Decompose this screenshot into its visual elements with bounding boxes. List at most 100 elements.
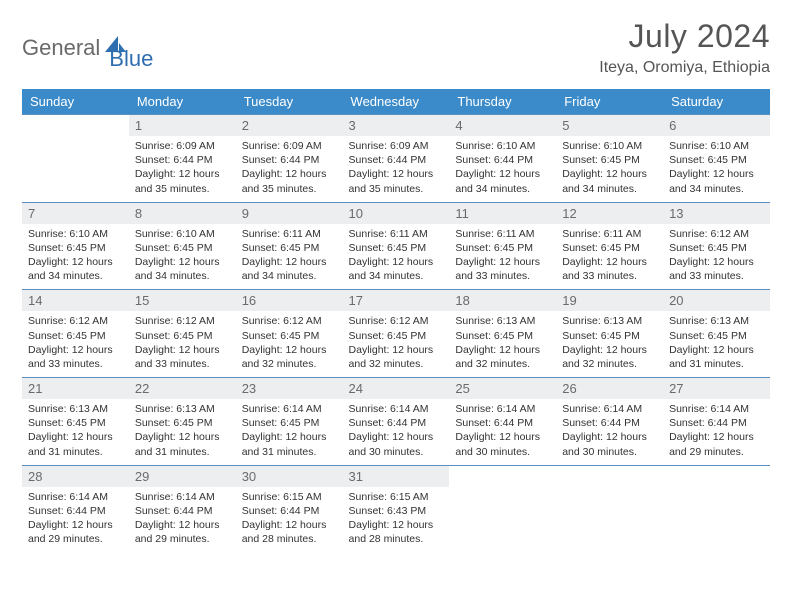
day-details: Sunrise: 6:14 AMSunset: 6:44 PMDaylight:…: [343, 399, 450, 465]
day-details: Sunrise: 6:14 AMSunset: 6:44 PMDaylight:…: [129, 487, 236, 553]
day-cell: 9Sunrise: 6:11 AMSunset: 6:45 PMDaylight…: [236, 202, 343, 290]
day-cell: 26Sunrise: 6:14 AMSunset: 6:44 PMDayligh…: [556, 378, 663, 466]
day-number: 16: [236, 290, 343, 311]
week-row: 21Sunrise: 6:13 AMSunset: 6:45 PMDayligh…: [22, 378, 770, 466]
sunrise-line: Sunrise: 6:09 AM: [349, 139, 444, 153]
day-number: 26: [556, 378, 663, 399]
day-number: 6: [663, 115, 770, 136]
day-number: 27: [663, 378, 770, 399]
brand-logo: General Blue: [22, 24, 153, 72]
sunset-line: Sunset: 6:45 PM: [669, 329, 764, 343]
sunrise-line: Sunrise: 6:09 AM: [135, 139, 230, 153]
day-cell: [22, 115, 129, 203]
day-details: Sunrise: 6:14 AMSunset: 6:44 PMDaylight:…: [22, 487, 129, 553]
calendar-body: 1Sunrise: 6:09 AMSunset: 6:44 PMDaylight…: [22, 115, 770, 553]
sunrise-line: Sunrise: 6:13 AM: [135, 402, 230, 416]
day-number: 1: [129, 115, 236, 136]
dow-monday: Monday: [129, 89, 236, 115]
day-details: Sunrise: 6:12 AMSunset: 6:45 PMDaylight:…: [22, 311, 129, 377]
daylight-line: Daylight: 12 hours and 28 minutes.: [242, 518, 337, 546]
daylight-line: Daylight: 12 hours and 35 minutes.: [349, 167, 444, 195]
sunset-line: Sunset: 6:45 PM: [562, 329, 657, 343]
day-cell: 31Sunrise: 6:15 AMSunset: 6:43 PMDayligh…: [343, 465, 450, 552]
daylight-line: Daylight: 12 hours and 30 minutes.: [455, 430, 550, 458]
sunset-line: Sunset: 6:44 PM: [349, 416, 444, 430]
day-number: 8: [129, 203, 236, 224]
sunrise-line: Sunrise: 6:10 AM: [455, 139, 550, 153]
sunrise-line: Sunrise: 6:11 AM: [349, 227, 444, 241]
dow-thursday: Thursday: [449, 89, 556, 115]
day-details: Sunrise: 6:14 AMSunset: 6:44 PMDaylight:…: [449, 399, 556, 465]
sunrise-line: Sunrise: 6:13 AM: [562, 314, 657, 328]
day-details: Sunrise: 6:12 AMSunset: 6:45 PMDaylight:…: [343, 311, 450, 377]
day-details: Sunrise: 6:15 AMSunset: 6:43 PMDaylight:…: [343, 487, 450, 553]
day-number: 21: [22, 378, 129, 399]
sunset-line: Sunset: 6:44 PM: [455, 153, 550, 167]
sunrise-line: Sunrise: 6:13 AM: [455, 314, 550, 328]
sunset-line: Sunset: 6:44 PM: [135, 504, 230, 518]
sunset-line: Sunset: 6:44 PM: [28, 504, 123, 518]
dow-friday: Friday: [556, 89, 663, 115]
sunset-line: Sunset: 6:44 PM: [242, 153, 337, 167]
day-cell: 14Sunrise: 6:12 AMSunset: 6:45 PMDayligh…: [22, 290, 129, 378]
day-cell: [449, 465, 556, 552]
sunset-line: Sunset: 6:45 PM: [562, 153, 657, 167]
day-of-week-row: Sunday Monday Tuesday Wednesday Thursday…: [22, 89, 770, 115]
daylight-line: Daylight: 12 hours and 33 minutes.: [28, 343, 123, 371]
day-number: 14: [22, 290, 129, 311]
sunrise-line: Sunrise: 6:10 AM: [562, 139, 657, 153]
sunrise-line: Sunrise: 6:10 AM: [669, 139, 764, 153]
sunrise-line: Sunrise: 6:15 AM: [242, 490, 337, 504]
day-cell: 2Sunrise: 6:09 AMSunset: 6:44 PMDaylight…: [236, 115, 343, 203]
daylight-line: Daylight: 12 hours and 33 minutes.: [455, 255, 550, 283]
day-cell: 11Sunrise: 6:11 AMSunset: 6:45 PMDayligh…: [449, 202, 556, 290]
daylight-line: Daylight: 12 hours and 32 minutes.: [455, 343, 550, 371]
sunset-line: Sunset: 6:45 PM: [562, 241, 657, 255]
day-cell: 3Sunrise: 6:09 AMSunset: 6:44 PMDaylight…: [343, 115, 450, 203]
header-row: General Blue July 2024 Iteya, Oromiya, E…: [22, 18, 770, 77]
sunset-line: Sunset: 6:45 PM: [242, 416, 337, 430]
week-row: 7Sunrise: 6:10 AMSunset: 6:45 PMDaylight…: [22, 202, 770, 290]
day-details: Sunrise: 6:14 AMSunset: 6:44 PMDaylight:…: [556, 399, 663, 465]
day-number: 20: [663, 290, 770, 311]
brand-text-blue: Blue: [109, 46, 153, 72]
day-cell: 27Sunrise: 6:14 AMSunset: 6:44 PMDayligh…: [663, 378, 770, 466]
sunset-line: Sunset: 6:44 PM: [349, 153, 444, 167]
day-details: Sunrise: 6:13 AMSunset: 6:45 PMDaylight:…: [22, 399, 129, 465]
day-details: Sunrise: 6:10 AMSunset: 6:45 PMDaylight:…: [663, 136, 770, 202]
day-details: Sunrise: 6:12 AMSunset: 6:45 PMDaylight:…: [663, 224, 770, 290]
day-cell: 6Sunrise: 6:10 AMSunset: 6:45 PMDaylight…: [663, 115, 770, 203]
sunrise-line: Sunrise: 6:13 AM: [669, 314, 764, 328]
week-row: 28Sunrise: 6:14 AMSunset: 6:44 PMDayligh…: [22, 465, 770, 552]
day-cell: 30 Sunrise: 6:15 AMSunset: 6:44 PMDayligh…: [236, 465, 343, 552]
day-number: [556, 466, 663, 487]
sunset-line: Sunset: 6:44 PM: [562, 416, 657, 430]
day-cell: 7Sunrise: 6:10 AMSunset: 6:45 PMDaylight…: [22, 202, 129, 290]
day-number: 30: [236, 466, 343, 487]
day-cell: 28Sunrise: 6:14 AMSunset: 6:44 PMDayligh…: [22, 465, 129, 552]
month-title: July 2024: [599, 18, 770, 55]
sunset-line: Sunset: 6:45 PM: [135, 416, 230, 430]
day-cell: [556, 465, 663, 552]
day-number: 12: [556, 203, 663, 224]
sunrise-line: Sunrise: 6:14 AM: [242, 402, 337, 416]
daylight-line: Daylight: 12 hours and 34 minutes.: [349, 255, 444, 283]
day-cell: 19Sunrise: 6:13 AMSunset: 6:45 PMDayligh…: [556, 290, 663, 378]
daylight-line: Daylight: 12 hours and 34 minutes.: [455, 167, 550, 195]
day-number: 31: [343, 466, 450, 487]
day-details: Sunrise: 6:11 AMSunset: 6:45 PMDaylight:…: [449, 224, 556, 290]
day-details: Sunrise: 6:09 AMSunset: 6:44 PMDaylight:…: [343, 136, 450, 202]
daylight-line: Daylight: 12 hours and 34 minutes.: [135, 255, 230, 283]
day-number: 29: [129, 466, 236, 487]
sunset-line: Sunset: 6:44 PM: [242, 504, 337, 518]
sunrise-line: Sunrise: 6:14 AM: [669, 402, 764, 416]
sunrise-line: Sunrise: 6:10 AM: [28, 227, 123, 241]
day-number: 18: [449, 290, 556, 311]
day-number: 4: [449, 115, 556, 136]
dow-tuesday: Tuesday: [236, 89, 343, 115]
sunset-line: Sunset: 6:44 PM: [135, 153, 230, 167]
daylight-line: Daylight: 12 hours and 28 minutes.: [349, 518, 444, 546]
day-cell: 15Sunrise: 6:12 AMSunset: 6:45 PMDayligh…: [129, 290, 236, 378]
day-details: Sunrise: 6:11 AMSunset: 6:45 PMDaylight:…: [236, 224, 343, 290]
day-cell: 23Sunrise: 6:14 AMSunset: 6:45 PMDayligh…: [236, 378, 343, 466]
